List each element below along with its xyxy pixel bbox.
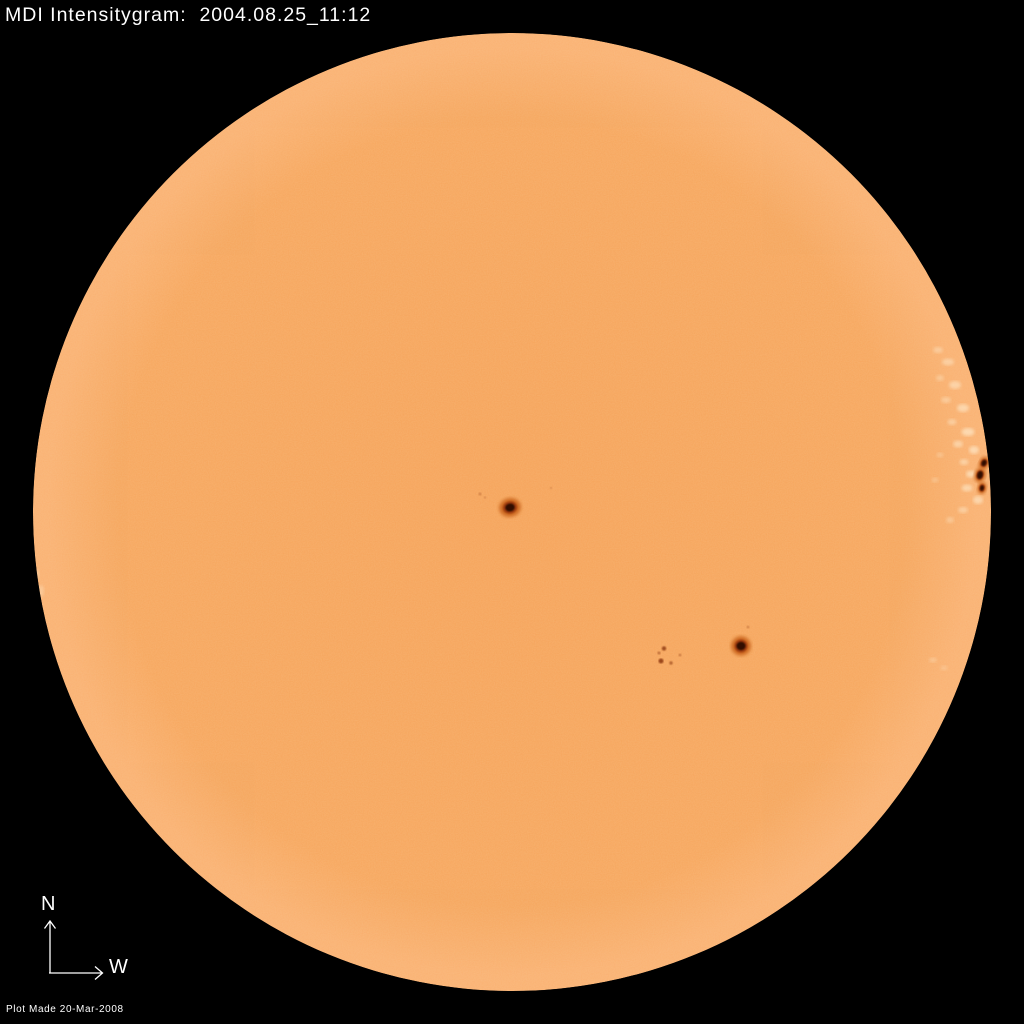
facula-patch <box>940 665 948 671</box>
sunspot-pore <box>483 496 487 499</box>
sunspot-umbra <box>981 459 987 467</box>
facula-patch <box>966 470 976 478</box>
compass-west-label: W <box>109 956 128 978</box>
sunspot-limb-spot-c <box>977 482 987 494</box>
facula-patch <box>947 419 957 425</box>
facula-patch <box>946 517 954 523</box>
sunspot-pore <box>658 658 664 664</box>
sunspot-umbra <box>977 471 983 479</box>
facula-patch <box>973 496 983 504</box>
sunspot-umbra <box>979 485 985 491</box>
sunspot-pore <box>657 651 661 655</box>
facula-patch <box>961 428 975 436</box>
facula-patch <box>953 440 963 448</box>
faculae-layer <box>33 347 983 671</box>
sunspot-southwest-spot <box>731 636 751 656</box>
facula-patch <box>933 347 943 353</box>
facula-patch <box>957 404 969 412</box>
sunspot-pore <box>669 661 673 665</box>
facula-patch <box>38 585 44 597</box>
facula-patch <box>931 477 939 483</box>
sunspot-pore <box>746 625 750 629</box>
facula-patch <box>942 358 954 366</box>
compass-north-arrow <box>43 919 57 973</box>
sunspot-pore <box>661 646 667 651</box>
plot-made-caption: Plot Made 20-Mar-2008 <box>6 1004 124 1015</box>
compass-west-arrow <box>49 966 104 980</box>
compass-arrows <box>43 919 104 980</box>
facula-patch <box>958 507 968 513</box>
facula-patch <box>33 602 39 610</box>
sunspot-pore <box>478 492 482 496</box>
facula-patch <box>34 569 40 579</box>
facula-patch <box>941 397 951 403</box>
plot-title: MDI Intensitygram: 2004.08.25_11:12 <box>5 4 372 26</box>
facula-patch <box>959 459 969 465</box>
sunspot-umbra <box>505 503 515 512</box>
sunspot-limb-spot-a <box>978 456 990 470</box>
sunspots-layer <box>499 456 990 656</box>
sunspot-pore <box>549 486 553 490</box>
sunspot-limb-spot-b <box>974 467 986 483</box>
facula-patch <box>936 375 944 381</box>
facula-patch <box>929 657 937 663</box>
compass-north-label: N <box>41 893 56 915</box>
facula-patch <box>936 452 944 458</box>
facula-patch <box>969 446 979 454</box>
pores-layer <box>478 486 750 665</box>
sunspot-central-spot <box>499 497 521 518</box>
facula-patch <box>961 484 973 492</box>
sunspot-umbra <box>736 641 746 651</box>
sunspot-pore <box>678 653 682 657</box>
facula-patch <box>949 381 961 389</box>
